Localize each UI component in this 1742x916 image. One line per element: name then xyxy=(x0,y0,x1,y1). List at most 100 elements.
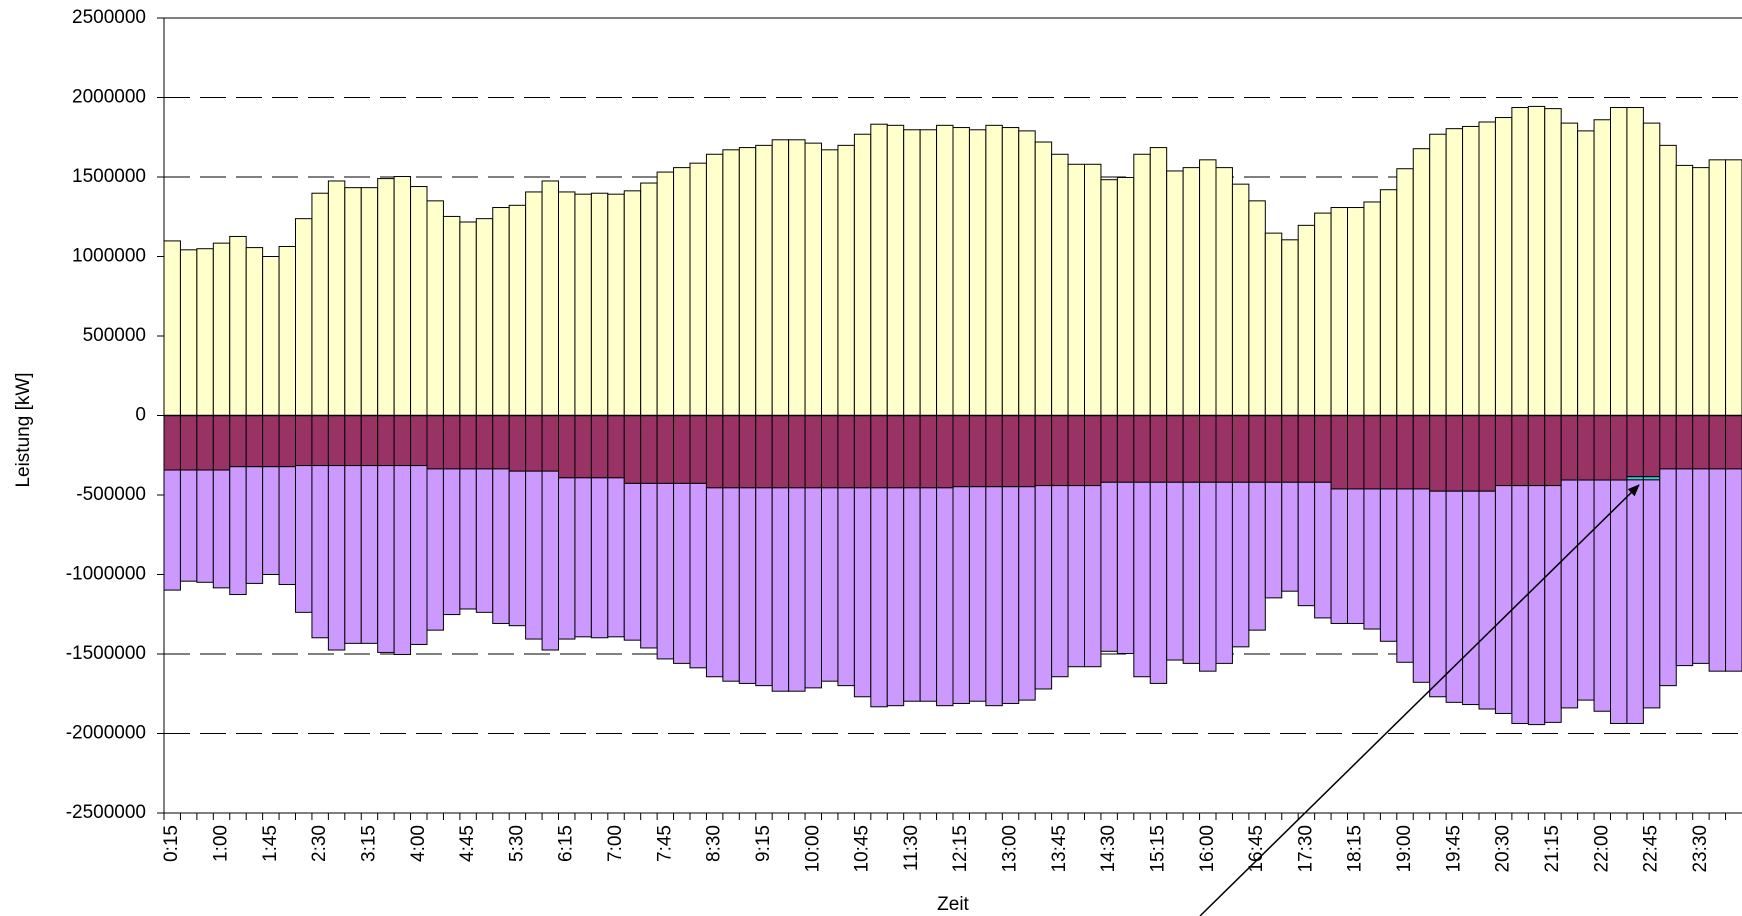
y-tick-label: -1000000 xyxy=(66,564,146,585)
bar-segment xyxy=(968,415,987,488)
bar-segment xyxy=(1116,176,1135,416)
bar-segment xyxy=(771,487,790,692)
bar-segment xyxy=(163,240,181,416)
x-tick-label: 19:00 xyxy=(1394,825,1415,873)
bar-segment xyxy=(755,144,773,416)
bar-segment xyxy=(1067,485,1085,668)
bar-segment xyxy=(1511,107,1529,416)
x-tick-label: 10:45 xyxy=(852,825,873,873)
bar-segment xyxy=(1511,415,1529,487)
bar-segment xyxy=(656,171,675,416)
bar-segment xyxy=(492,207,510,416)
bar-segment xyxy=(1527,485,1546,726)
bar-segment xyxy=(640,482,658,649)
bar-segment xyxy=(377,178,395,416)
bar-segment xyxy=(886,124,905,416)
bar-segment xyxy=(903,487,921,702)
bar-segment xyxy=(1149,147,1168,417)
bar-segment xyxy=(689,415,707,484)
bar-segment xyxy=(179,469,198,582)
bar-segment xyxy=(492,468,510,624)
bar-segment xyxy=(985,486,1003,707)
bar-segment xyxy=(1297,481,1316,607)
bar-segment xyxy=(574,415,592,479)
bar-segment xyxy=(1264,415,1283,483)
bar-segment xyxy=(179,415,198,471)
bar-segment xyxy=(360,465,379,644)
bar-segment xyxy=(1560,415,1579,481)
bar-segment xyxy=(656,415,675,484)
bar-segment xyxy=(1494,117,1513,416)
bar-segment xyxy=(1725,468,1742,672)
bar-segment xyxy=(1231,183,1250,416)
bar-segment xyxy=(722,149,740,416)
bar-segment xyxy=(229,235,247,416)
bar-segment xyxy=(541,470,559,651)
bar-segment xyxy=(1412,415,1431,490)
x-tick-label: 1:00 xyxy=(211,825,232,862)
bar-segment xyxy=(1445,128,1464,416)
bar-segment xyxy=(1610,479,1628,724)
bar-segment xyxy=(196,469,214,583)
x-tick-label: 7:45 xyxy=(654,825,675,862)
bar-segment xyxy=(1494,485,1513,714)
bar-segment xyxy=(1544,415,1562,487)
bar-segment xyxy=(1478,121,1496,417)
bar-segment xyxy=(1084,485,1102,668)
x-tick-label: 13:00 xyxy=(1000,825,1021,873)
bar-segment xyxy=(1692,415,1710,470)
bar-segment xyxy=(1199,481,1217,672)
bar-segment xyxy=(1544,108,1562,416)
bar-segment xyxy=(393,176,412,416)
bar-segment xyxy=(1659,144,1677,416)
bar-segment xyxy=(295,415,313,467)
bar-segment xyxy=(1347,207,1365,416)
x-tick-label: 12:15 xyxy=(950,825,971,873)
y-tick-label: 1500000 xyxy=(72,166,146,187)
y-tick-label: 2000000 xyxy=(72,87,146,108)
bar-segment xyxy=(1084,163,1102,416)
bar-segment xyxy=(673,415,691,484)
bar-segment xyxy=(1429,490,1447,698)
bar-segment xyxy=(1330,415,1348,490)
bar-segment xyxy=(1725,159,1742,416)
bar-segment xyxy=(968,486,987,702)
bar-segment xyxy=(837,144,855,416)
bar-segment xyxy=(1100,481,1118,652)
bar-segment xyxy=(1347,415,1365,490)
bar-segment xyxy=(705,487,724,678)
bar-segment xyxy=(410,465,428,645)
bar-segment xyxy=(1330,207,1348,416)
bar-segment xyxy=(179,249,198,416)
bar-segment xyxy=(1577,130,1595,416)
bar-segment xyxy=(229,415,247,468)
bar-segment xyxy=(1494,415,1513,487)
bar-segment xyxy=(1675,468,1694,667)
x-tick-label: 11:30 xyxy=(901,825,922,871)
bar-segment xyxy=(853,415,872,489)
bar-segment xyxy=(541,180,559,416)
bar-segment xyxy=(771,415,790,489)
bar-segment xyxy=(1264,232,1283,416)
y-axis-title: Leistung [kW] xyxy=(13,372,34,487)
bar-segment xyxy=(1692,167,1710,416)
bar-segment xyxy=(689,162,707,416)
bar-segment xyxy=(574,477,592,638)
bar-segment xyxy=(590,192,609,416)
y-tick-label: -1500000 xyxy=(66,643,146,664)
bar-segment xyxy=(475,468,494,613)
bar-segment xyxy=(804,487,822,689)
bar-segment xyxy=(1018,486,1036,701)
bar-segment xyxy=(1248,200,1266,416)
x-tick-label: 2:30 xyxy=(309,825,330,862)
bar-segment xyxy=(344,465,362,644)
bar-segment xyxy=(1708,415,1727,470)
bar-segment xyxy=(1692,468,1710,664)
bar-segment xyxy=(607,415,625,479)
bar-segment xyxy=(327,465,346,651)
bar-segment xyxy=(1527,415,1546,487)
bar-segment xyxy=(1462,490,1480,706)
bar-segment xyxy=(755,415,773,489)
bar-segment xyxy=(1560,479,1579,709)
bar-segment xyxy=(344,187,362,416)
